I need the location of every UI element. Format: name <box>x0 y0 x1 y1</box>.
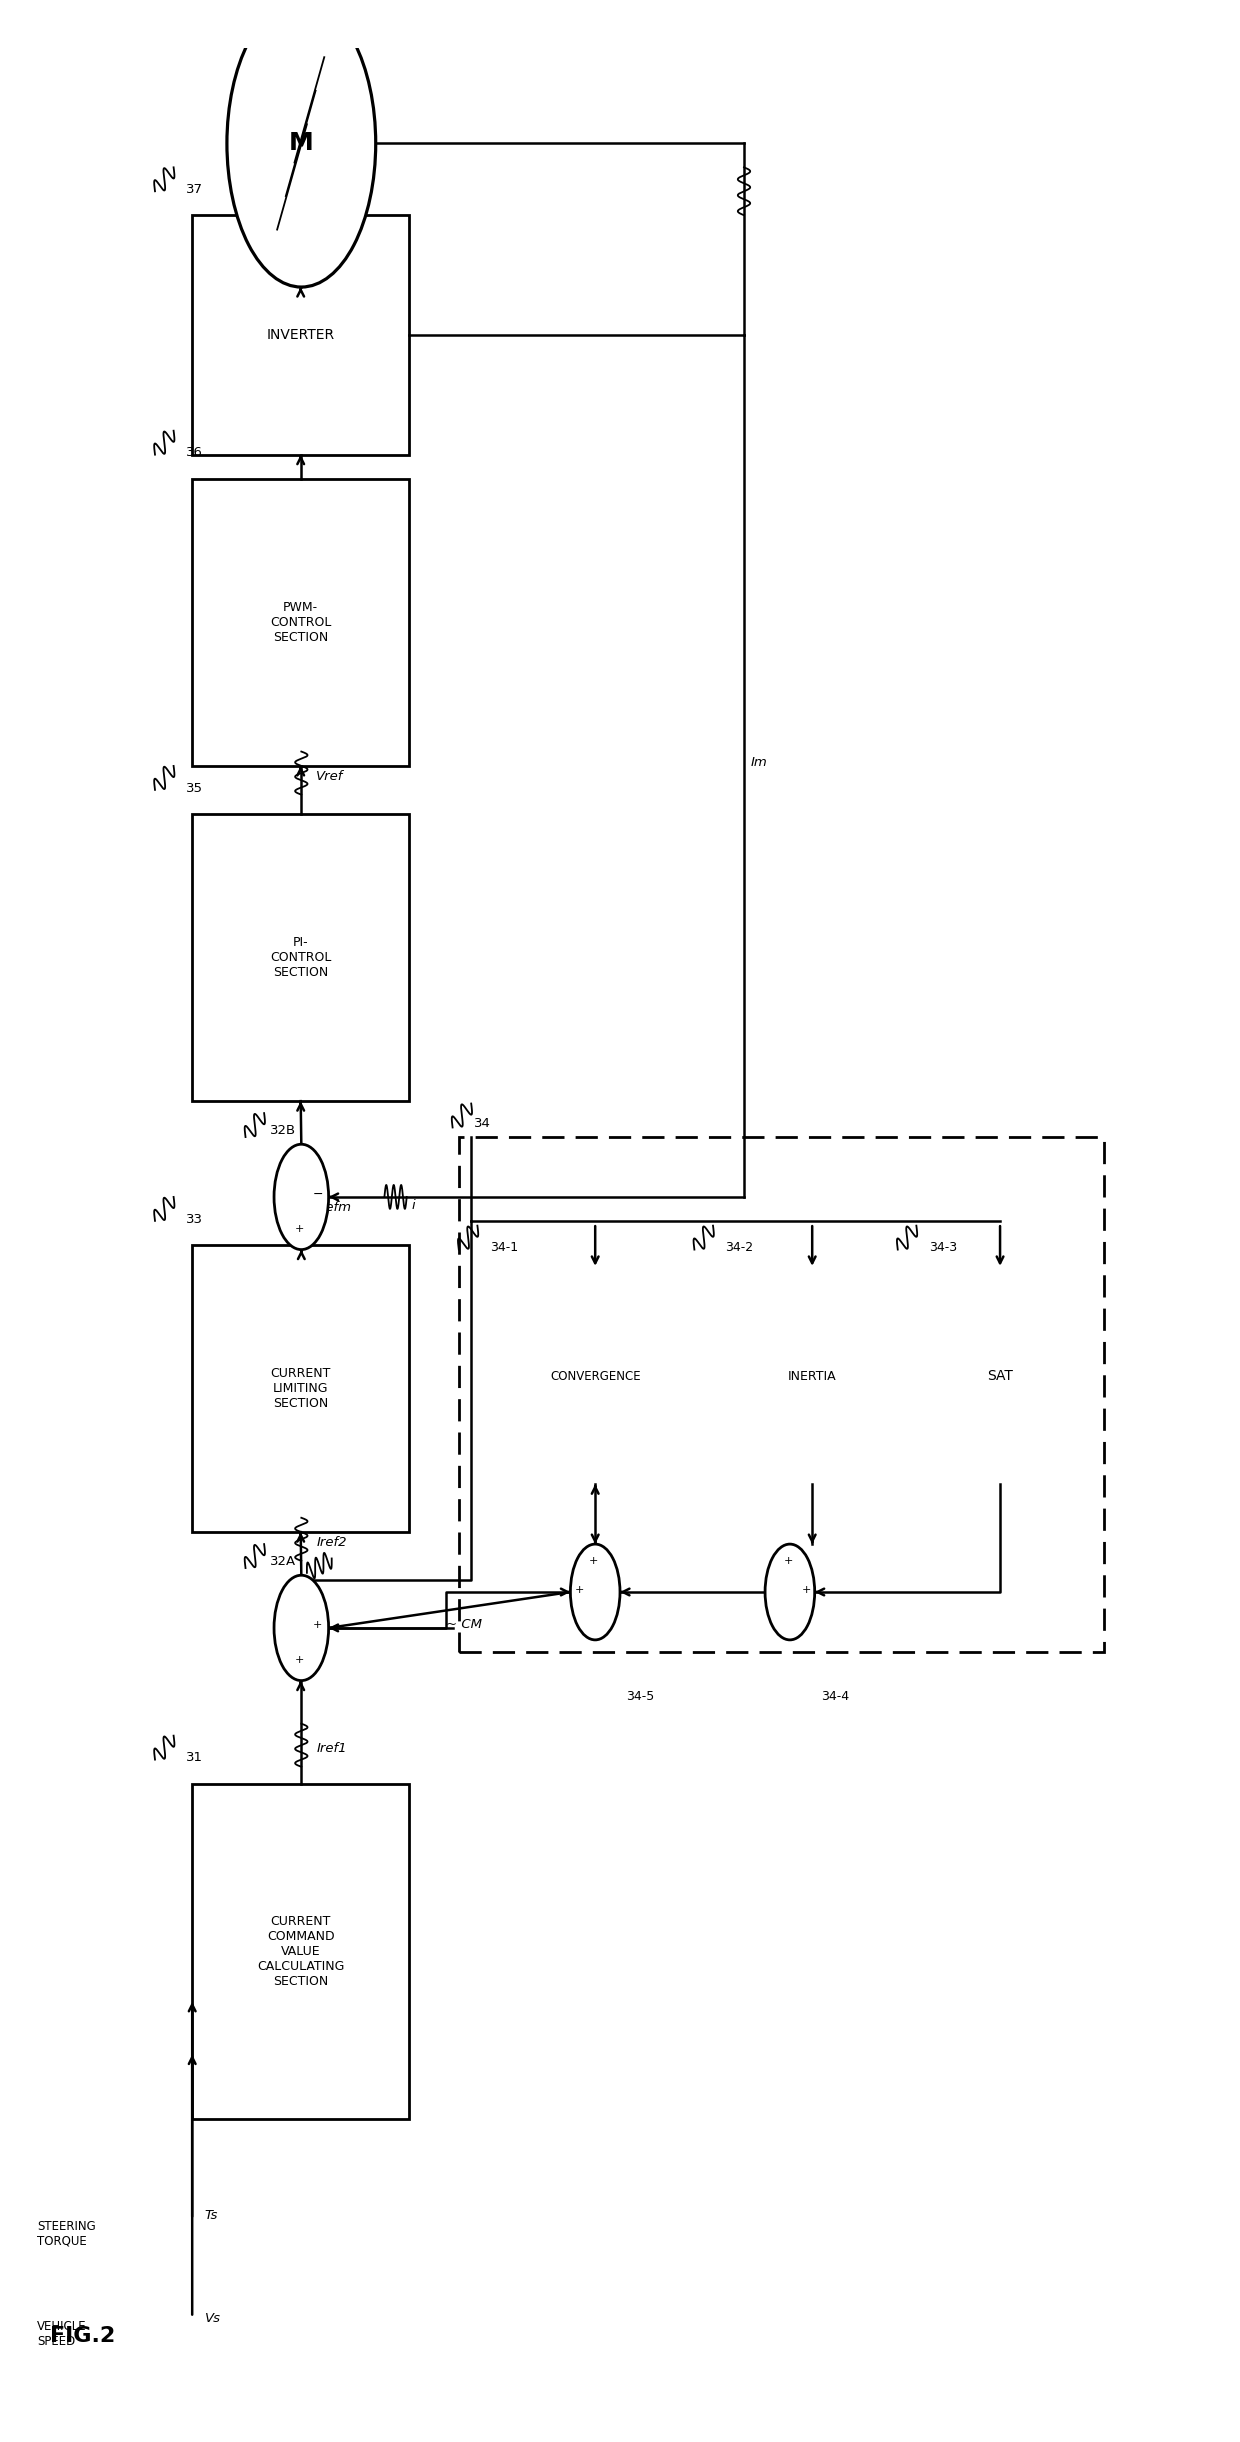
Bar <box>496 1270 694 1485</box>
Text: STEERING
TORQUE: STEERING TORQUE <box>37 2220 95 2247</box>
Text: 38: 38 <box>327 122 345 134</box>
Text: Vref: Vref <box>316 769 343 784</box>
Circle shape <box>765 1543 815 1641</box>
Text: 32A: 32A <box>270 1556 296 1568</box>
Text: SAT: SAT <box>987 1370 1013 1385</box>
Bar <box>192 813 409 1101</box>
Text: Iref1: Iref1 <box>316 1744 347 1756</box>
Text: 34-4: 34-4 <box>821 1690 849 1702</box>
Circle shape <box>274 1575 329 1680</box>
Text: 32B: 32B <box>270 1123 296 1138</box>
Text: +: + <box>589 1556 599 1565</box>
Text: −: − <box>312 1187 322 1201</box>
Text: 33: 33 <box>186 1214 203 1226</box>
Text: PWM-
CONTROL
SECTION: PWM- CONTROL SECTION <box>270 601 331 645</box>
Text: Vs: Vs <box>205 2313 221 2325</box>
Text: 20: 20 <box>391 0 408 2</box>
Text: ~ CM: ~ CM <box>446 1619 482 1631</box>
Text: 34: 34 <box>474 1118 491 1131</box>
Text: 35: 35 <box>186 781 203 794</box>
Text: 31: 31 <box>186 1751 203 1766</box>
Bar <box>935 1270 1065 1485</box>
Text: INERTIA: INERTIA <box>787 1370 837 1382</box>
Bar <box>192 1245 409 1531</box>
Text: Iref2: Iref2 <box>316 1536 347 1551</box>
Text: Irefm: Irefm <box>316 1201 351 1214</box>
Text: Ts: Ts <box>205 2210 218 2222</box>
Text: +: + <box>801 1585 811 1595</box>
Text: +: + <box>574 1585 584 1595</box>
Text: 34-5: 34-5 <box>626 1690 655 1702</box>
Bar <box>459 1138 1104 1651</box>
Bar <box>732 1270 893 1485</box>
Text: PI-
CONTROL
SECTION: PI- CONTROL SECTION <box>270 935 331 979</box>
Text: +: + <box>312 1621 322 1631</box>
Text: 34-2: 34-2 <box>725 1241 754 1255</box>
Circle shape <box>570 1543 620 1641</box>
Text: 36: 36 <box>186 447 203 459</box>
Text: +: + <box>295 1223 305 1233</box>
Bar <box>192 1783 409 2120</box>
Text: i: i <box>412 1199 415 1211</box>
Text: INVERTER: INVERTER <box>267 327 335 342</box>
Text: 34-3: 34-3 <box>929 1241 957 1255</box>
Bar <box>192 215 409 454</box>
Bar <box>192 479 409 767</box>
Text: Im: Im <box>750 757 768 769</box>
Text: M: M <box>289 132 314 156</box>
Text: VEHICLE
SPEED: VEHICLE SPEED <box>37 2320 87 2349</box>
Text: +: + <box>295 1656 305 1665</box>
Text: CURRENT
LIMITING
SECTION: CURRENT LIMITING SECTION <box>270 1368 331 1409</box>
Text: +: + <box>784 1556 794 1565</box>
Text: FIG.2: FIG.2 <box>50 2327 115 2347</box>
Text: CURRENT
COMMAND
VALUE
CALCULATING
SECTION: CURRENT COMMAND VALUE CALCULATING SECTIO… <box>257 1915 345 1988</box>
Circle shape <box>274 1145 329 1250</box>
Circle shape <box>227 0 376 288</box>
Text: 37: 37 <box>186 183 203 195</box>
Text: 34-1: 34-1 <box>490 1241 518 1255</box>
Text: CONVERGENCE: CONVERGENCE <box>549 1370 641 1382</box>
